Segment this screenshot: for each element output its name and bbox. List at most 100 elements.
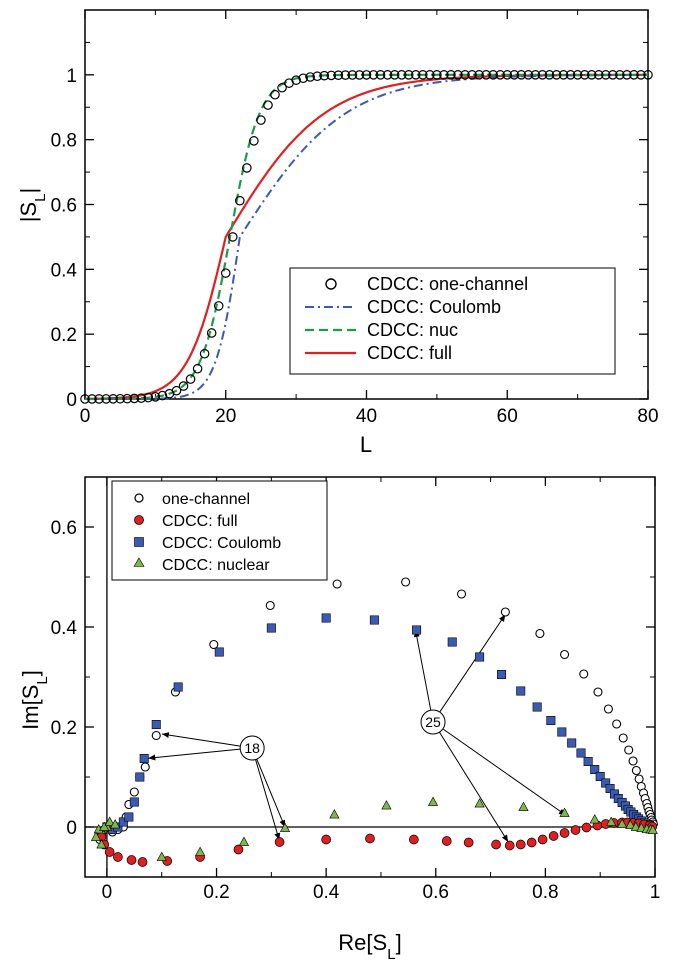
full-marker bbox=[504, 840, 515, 851]
full-marker bbox=[113, 852, 123, 862]
one-channel-point bbox=[403, 70, 414, 80]
top-legend: CDCC: one-channel CDCC: Coulomb CDCC: nu… bbox=[289, 267, 616, 375]
one-channel-point bbox=[277, 82, 287, 93]
nuclear-marker bbox=[625, 819, 636, 829]
one-channel-point bbox=[213, 301, 224, 311]
legend-entry-nuc: CDCC: nuc bbox=[305, 320, 458, 340]
nuclear-marker bbox=[156, 851, 167, 861]
one-channel-point bbox=[530, 70, 541, 80]
top-y-axis-label: |SL| bbox=[16, 188, 49, 222]
full-marker bbox=[537, 834, 548, 845]
one-channel-point bbox=[502, 70, 513, 80]
one-channel-marker bbox=[500, 607, 510, 617]
coulomb-marker bbox=[118, 817, 128, 827]
full-marker bbox=[515, 839, 526, 850]
legend-label-one-channel-b: one-channel bbox=[162, 491, 250, 508]
one-channel-point bbox=[579, 70, 590, 80]
one-channel-point bbox=[227, 232, 238, 242]
one-channel-point bbox=[636, 70, 646, 80]
one-channel-point bbox=[481, 70, 491, 80]
one-channel-point bbox=[263, 100, 273, 110]
legend-marker-one-channel-b bbox=[134, 493, 144, 503]
top-y-tick-label: 1 bbox=[66, 66, 77, 87]
annotation-label: 25 bbox=[425, 714, 441, 730]
one-channel-marker bbox=[634, 774, 644, 784]
one-channel-point bbox=[375, 70, 386, 80]
one-channel-marker bbox=[560, 649, 570, 660]
bottom-y-tick-label: 0.2 bbox=[51, 718, 77, 739]
legend-label-full: CDCC: full bbox=[367, 343, 452, 363]
coulomb-marker bbox=[173, 682, 183, 692]
one-channel-marker bbox=[265, 600, 275, 611]
legend-label-coulomb: CDCC: Coulomb bbox=[367, 297, 501, 317]
bottom-x-axis-label: Re[SL] bbox=[338, 930, 401, 963]
top-x-tick-label: 20 bbox=[215, 406, 236, 427]
coulomb-marker bbox=[583, 756, 593, 766]
one-channel-point bbox=[495, 70, 506, 80]
nuclear-marker bbox=[104, 816, 115, 826]
bottom-series-layer bbox=[90, 577, 658, 867]
annotation-arrow bbox=[442, 728, 567, 816]
one-channel-point bbox=[586, 70, 597, 80]
one-channel-point bbox=[425, 70, 435, 80]
one-channel-point bbox=[368, 70, 379, 80]
coulomb-marker bbox=[135, 772, 145, 782]
legend-label-full-b: CDCC: full bbox=[162, 513, 238, 530]
coulomb-marker bbox=[497, 670, 507, 680]
one-channel-marker bbox=[535, 628, 545, 639]
top-y-tick-label: 0.2 bbox=[51, 325, 77, 346]
one-channel-point bbox=[136, 393, 147, 403]
full-marker bbox=[548, 831, 559, 841]
full-marker bbox=[526, 837, 537, 848]
bottom-x-tick-label: 1 bbox=[650, 882, 661, 903]
legend-entry-full-b: CDCC: full bbox=[134, 513, 238, 530]
coulomb-marker bbox=[546, 716, 556, 726]
one-channel-marker bbox=[332, 579, 342, 589]
coulomb-marker bbox=[447, 637, 457, 647]
full-marker bbox=[570, 825, 581, 835]
one-channel-point bbox=[94, 394, 104, 404]
full-marker bbox=[233, 844, 244, 855]
one-channel-point bbox=[242, 163, 252, 173]
nuclear-marker bbox=[647, 824, 658, 834]
legend-label-nuc: CDCC: nuc bbox=[367, 320, 458, 340]
top-y-tick-label: 0.8 bbox=[51, 131, 77, 152]
top-series-layer bbox=[80, 70, 653, 404]
full-marker bbox=[137, 857, 148, 867]
annotation-arrow bbox=[413, 629, 432, 711]
coulomb-marker bbox=[532, 702, 542, 712]
annotation-arrow bbox=[256, 758, 286, 828]
one-channel-point bbox=[396, 70, 407, 80]
one-channel-point bbox=[389, 70, 400, 80]
one-channel-point bbox=[558, 70, 569, 80]
one-channel-point bbox=[593, 70, 604, 80]
bottom-legend-box bbox=[111, 480, 328, 581]
annotation-circle bbox=[420, 709, 446, 735]
legend-label-coulomb-b: CDCC: Coulomb bbox=[162, 535, 281, 552]
bottom-legend: one-channel CDCC: full CDCC: Coulomb CDC… bbox=[111, 480, 328, 581]
one-channel-point bbox=[143, 392, 154, 403]
full-marker bbox=[274, 837, 285, 847]
one-channel-point bbox=[270, 89, 280, 100]
one-channel-point bbox=[572, 70, 583, 80]
one-channel-point bbox=[108, 394, 118, 404]
one-channel-marker bbox=[209, 639, 219, 650]
coulomb-marker bbox=[576, 748, 586, 758]
one-channel-point bbox=[354, 70, 365, 80]
full-marker bbox=[581, 822, 592, 833]
one-channel-point bbox=[157, 390, 168, 401]
legend-label-nuclear-b: CDCC: nuclear bbox=[162, 557, 270, 574]
one-channel-marker bbox=[129, 787, 139, 797]
top-axis-ticks: 0 20 40 60 80 0 0.2 0.4 0.6 0.8 1 bbox=[51, 10, 659, 427]
coulomb-marker bbox=[124, 812, 134, 822]
bottom-axis-ticks: 0 0.2 0.4 0.6 0.8 1 0 0.2 0.4 0.6 bbox=[51, 477, 661, 903]
full-marker bbox=[559, 828, 570, 838]
annotation-arrow bbox=[438, 731, 509, 843]
one-channel-point bbox=[87, 394, 97, 404]
full-marker bbox=[491, 839, 501, 850]
coulomb-marker bbox=[139, 753, 149, 763]
top-x-tick-label: 80 bbox=[637, 406, 658, 427]
coulomb-marker bbox=[557, 727, 567, 737]
legend-entry-nuclear-b: CDCC: nuclear bbox=[133, 557, 270, 574]
bottom-y-tick-label: 0 bbox=[66, 818, 77, 839]
